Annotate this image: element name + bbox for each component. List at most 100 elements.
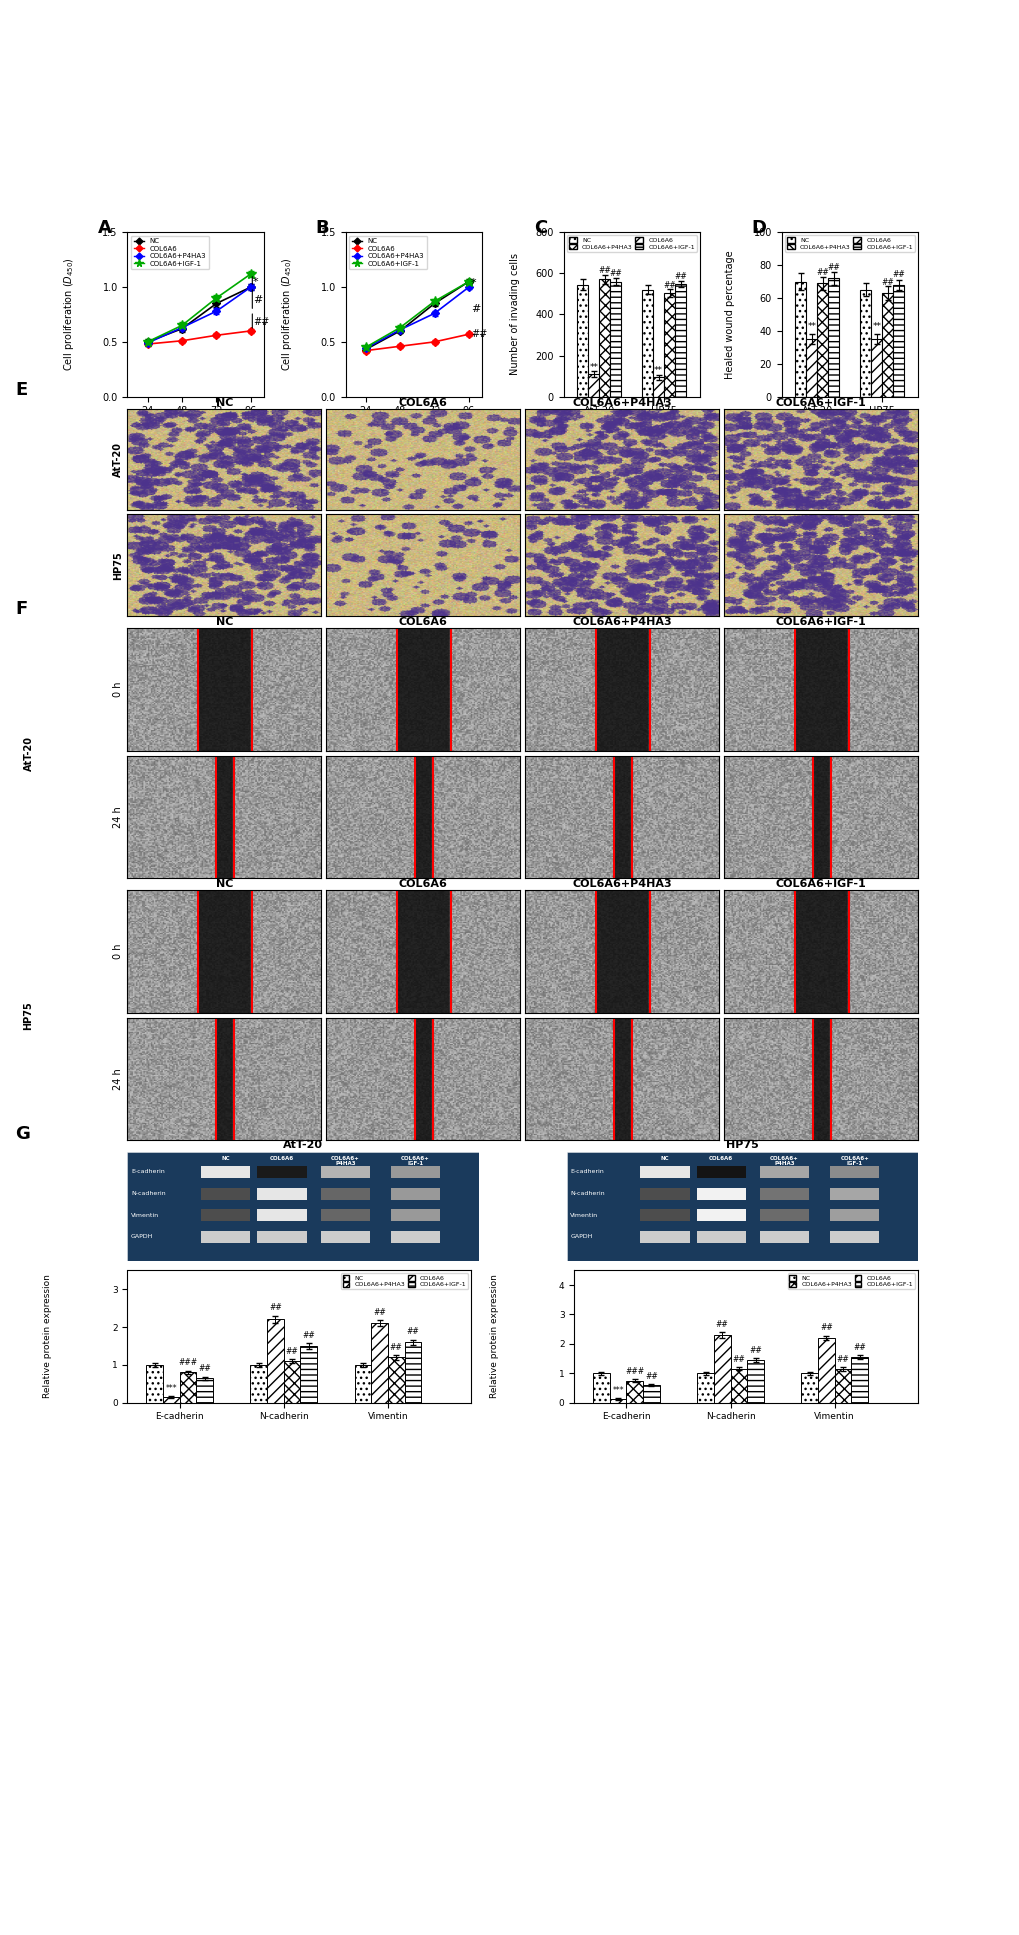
X-axis label: Time (h): Time (h)	[175, 422, 216, 432]
Bar	[599, 279, 609, 397]
Bar	[626, 1382, 642, 1403]
Text: ##: ##	[732, 1354, 745, 1364]
Legend: NC, COL6A6+P4HA3, COL6A6, COL6A6+IGF-1: NC, COL6A6+P4HA3, COL6A6, COL6A6+IGF-1	[567, 236, 696, 252]
Text: **: **	[653, 366, 662, 375]
Text: NC: NC	[221, 1155, 230, 1161]
Bar	[675, 284, 686, 397]
Bar	[696, 1209, 745, 1221]
Text: ##: ##	[198, 1364, 211, 1374]
Text: ##: ##	[373, 1308, 385, 1318]
Bar	[759, 1231, 808, 1242]
Title: COL6A6: COL6A6	[398, 878, 447, 890]
Bar	[640, 1167, 689, 1178]
Text: ***: ***	[165, 1384, 177, 1393]
Text: ##: ##	[471, 329, 487, 339]
Text: E-cadherin: E-cadherin	[130, 1169, 165, 1175]
Bar	[696, 1188, 745, 1200]
Text: E: E	[15, 381, 28, 399]
Bar	[806, 339, 816, 397]
Bar	[829, 1231, 878, 1242]
Bar	[283, 1360, 300, 1403]
Text: COL6A6: COL6A6	[708, 1155, 733, 1161]
Bar	[179, 1372, 196, 1403]
Title: COL6A6: COL6A6	[398, 399, 447, 408]
Bar	[201, 1209, 251, 1221]
Title: COL6A6+IGF-1: COL6A6+IGF-1	[774, 399, 865, 408]
Bar	[851, 1356, 867, 1403]
Text: COL6A6+
P4HA3: COL6A6+ P4HA3	[330, 1155, 360, 1167]
Bar	[146, 1364, 163, 1403]
Y-axis label: AtT-20: AtT-20	[113, 441, 123, 476]
Bar	[642, 1385, 659, 1403]
Text: Vimentin: Vimentin	[130, 1213, 159, 1217]
Bar	[196, 1378, 213, 1403]
Bar	[390, 1231, 440, 1242]
Bar	[829, 1209, 878, 1221]
Text: A: A	[98, 219, 111, 238]
Text: ##: ##	[674, 273, 687, 281]
Y-axis label: Healed wound percentage: Healed wound percentage	[725, 250, 735, 379]
Bar	[320, 1167, 370, 1178]
Bar	[747, 1360, 763, 1403]
Title: HP75: HP75	[726, 1140, 758, 1149]
Legend: NC, COL6A6, COL6A6+P4HA3, COL6A6+IGF-1: NC, COL6A6, COL6A6+P4HA3, COL6A6+IGF-1	[348, 236, 427, 269]
Text: COL6A6+
P4HA3: COL6A6+ P4HA3	[769, 1155, 798, 1167]
Bar	[759, 1167, 808, 1178]
Text: ##: ##	[715, 1320, 728, 1329]
Bar	[870, 339, 881, 397]
Text: ##: ##	[662, 281, 676, 290]
Bar	[300, 1347, 317, 1403]
Bar	[881, 292, 893, 397]
Title: COL6A6+IGF-1: COL6A6+IGF-1	[774, 878, 865, 890]
Bar	[257, 1209, 307, 1221]
Bar	[405, 1343, 421, 1403]
Text: ##: ##	[892, 269, 904, 279]
Bar	[817, 1337, 834, 1403]
Bar	[829, 1167, 878, 1178]
Text: ##: ##	[853, 1343, 865, 1353]
Bar	[713, 1335, 730, 1403]
Text: N-cadherin: N-cadherin	[570, 1192, 604, 1196]
Bar	[663, 292, 675, 397]
X-axis label: Time (h): Time (h)	[393, 422, 434, 432]
Y-axis label: 24 h: 24 h	[113, 1068, 123, 1089]
Bar	[829, 1188, 878, 1200]
Text: AtT-20: AtT-20	[23, 735, 34, 770]
Text: ##: ##	[819, 1324, 832, 1333]
Text: COL6A6+
IGF-1: COL6A6+ IGF-1	[840, 1155, 868, 1167]
Text: ###: ###	[178, 1358, 198, 1368]
Text: ##: ##	[302, 1331, 315, 1341]
Bar	[320, 1188, 370, 1200]
Text: #: #	[253, 296, 262, 306]
Bar	[816, 283, 827, 397]
Text: ##: ##	[748, 1345, 761, 1354]
Text: *: *	[253, 277, 259, 286]
Text: **: **	[589, 364, 598, 372]
Bar	[201, 1188, 251, 1200]
Y-axis label: Relative protein expression: Relative protein expression	[43, 1275, 52, 1399]
Text: **: **	[871, 323, 880, 331]
Text: COL6A6: COL6A6	[270, 1155, 293, 1161]
Text: ##: ##	[285, 1347, 299, 1356]
Text: **: **	[807, 323, 815, 331]
Title: AtT-20: AtT-20	[283, 1140, 323, 1149]
Text: E-cadherin: E-cadherin	[570, 1169, 603, 1175]
Text: NC: NC	[660, 1155, 668, 1161]
Bar	[371, 1324, 387, 1403]
Bar	[696, 1167, 745, 1178]
Title: COL6A6+P4HA3: COL6A6+P4HA3	[572, 399, 672, 408]
Text: COL6A6+
IGF-1: COL6A6+ IGF-1	[400, 1155, 430, 1167]
Bar	[696, 1231, 745, 1242]
Bar	[642, 290, 652, 397]
Text: GAPDH: GAPDH	[130, 1235, 153, 1240]
Y-axis label: Cell proliferation ($D_{450}$): Cell proliferation ($D_{450}$)	[279, 257, 293, 372]
Bar	[801, 1374, 817, 1403]
Bar	[320, 1231, 370, 1242]
Bar	[577, 284, 588, 397]
Text: ##: ##	[269, 1304, 281, 1312]
Text: B: B	[315, 219, 329, 238]
Bar	[827, 279, 839, 397]
Y-axis label: 0 h: 0 h	[113, 681, 123, 697]
Y-axis label: 0 h: 0 h	[113, 944, 123, 960]
Text: ##: ##	[389, 1343, 403, 1353]
